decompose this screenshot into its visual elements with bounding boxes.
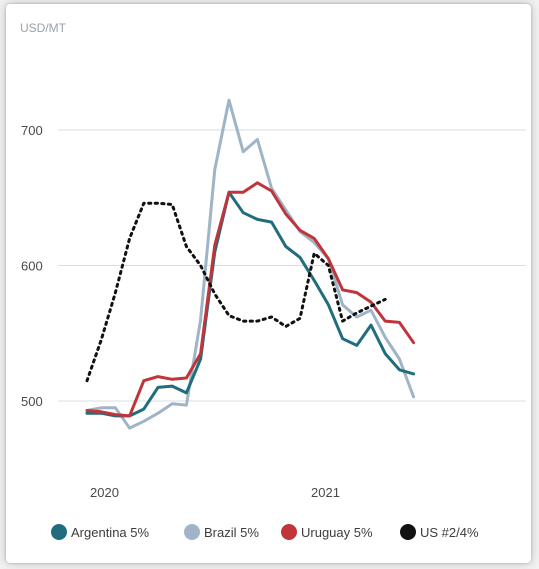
- series-line-brazil-5: [85, 98, 416, 430]
- legend-marker-uruguay: [281, 524, 297, 540]
- legend-label-brazil: Brazil 5%: [204, 525, 259, 540]
- chart-card: [6, 4, 531, 563]
- legend-label-uruguay: Uruguay 5%: [301, 525, 373, 540]
- series-line-us-2-4: [85, 201, 387, 383]
- y-tick-label: 700: [21, 123, 43, 138]
- legend-marker-argentina: [51, 524, 67, 540]
- legend: Argentina 5% Brazil 5% Uruguay 5% US #2/…: [51, 524, 479, 540]
- x-tick-label: 2020: [90, 485, 119, 500]
- series-line-uruguay-5: [85, 181, 416, 418]
- y-tick-label: 500: [21, 394, 43, 409]
- series-line-argentina-5: [85, 190, 416, 418]
- legend-label-us: US #2/4%: [420, 525, 479, 540]
- x-tick-label: 2021: [311, 485, 340, 500]
- series-layer: [85, 98, 416, 430]
- gridlines: [58, 129, 526, 402]
- y-tick-label: 600: [21, 259, 43, 274]
- y-unit-label: USD/MT: [20, 21, 67, 35]
- legend-marker-us: [400, 524, 416, 540]
- legend-marker-brazil: [184, 524, 200, 540]
- legend-label-argentina: Argentina 5%: [71, 525, 149, 540]
